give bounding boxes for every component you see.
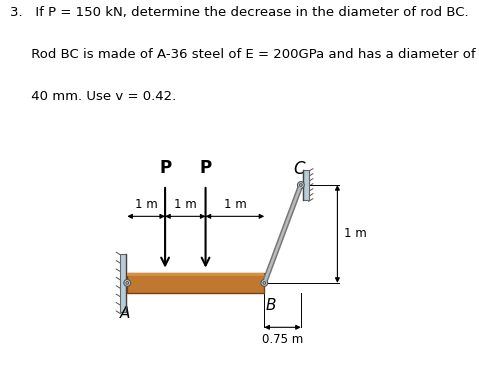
Circle shape	[261, 279, 268, 286]
Text: P: P	[159, 159, 171, 177]
Bar	[303, 170, 308, 200]
Text: B: B	[266, 298, 276, 313]
Bar	[127, 273, 264, 276]
Bar	[120, 254, 126, 312]
Text: 1 m: 1 m	[344, 228, 367, 241]
Text: Rod BC is made of A-36 steel of E = 200GPa and has a diameter of: Rod BC is made of A-36 steel of E = 200G…	[10, 48, 475, 61]
Text: 0.75 m: 0.75 m	[262, 333, 303, 345]
Text: 1 m: 1 m	[135, 198, 158, 211]
Text: P: P	[199, 159, 212, 177]
Circle shape	[297, 182, 304, 188]
Bar	[127, 273, 264, 293]
Text: 1 m: 1 m	[174, 198, 197, 211]
Circle shape	[126, 282, 128, 284]
Text: 3.   If P = 150 kN, determine the decrease in the diameter of rod BC.: 3. If P = 150 kN, determine the decrease…	[10, 6, 468, 19]
Text: 40 mm. Use v = 0.42.: 40 mm. Use v = 0.42.	[10, 90, 176, 103]
Text: 1 m: 1 m	[224, 198, 246, 211]
Circle shape	[263, 282, 266, 284]
Circle shape	[124, 279, 131, 286]
Text: A: A	[119, 306, 130, 321]
Text: C: C	[294, 160, 306, 179]
Circle shape	[299, 184, 302, 186]
